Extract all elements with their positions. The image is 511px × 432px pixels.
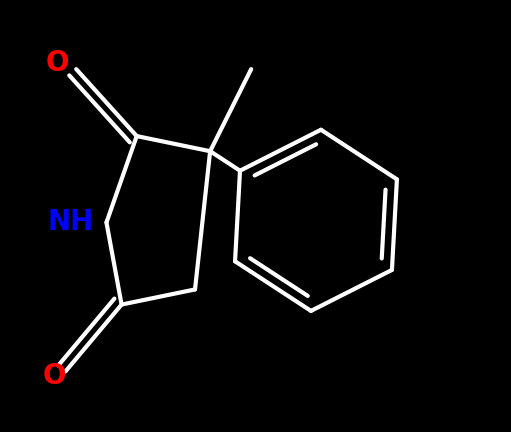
Text: O: O [46,49,69,76]
Text: O: O [43,362,66,390]
Text: NH: NH [48,209,94,236]
